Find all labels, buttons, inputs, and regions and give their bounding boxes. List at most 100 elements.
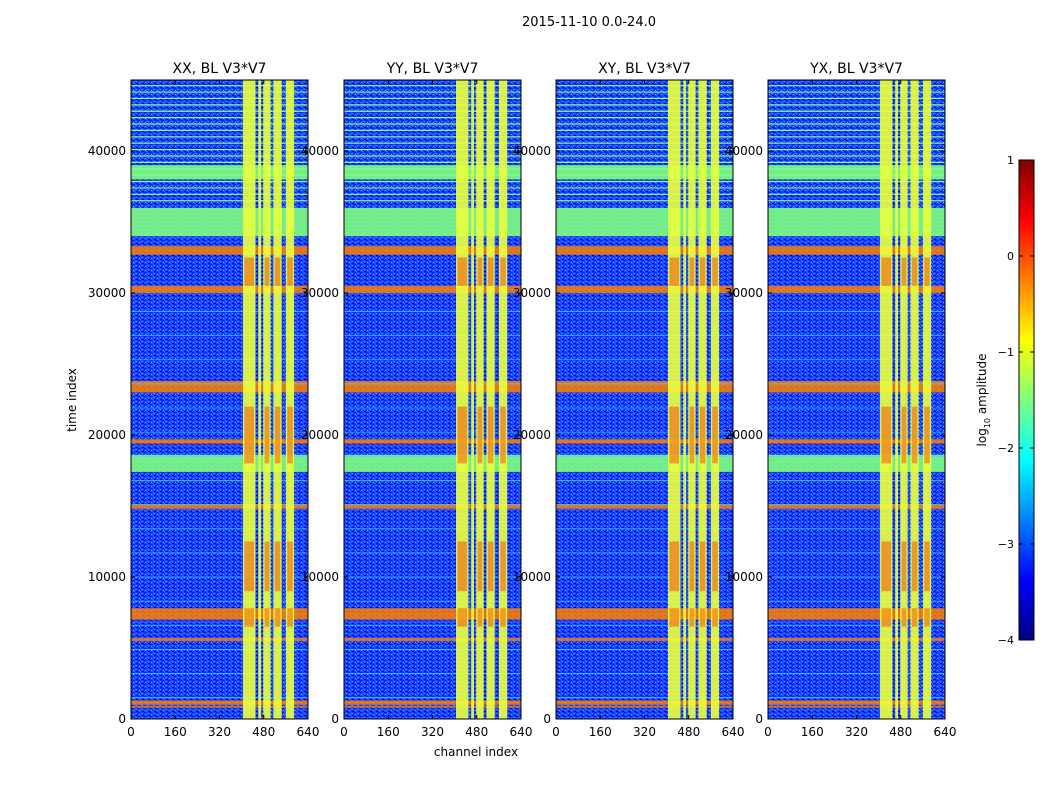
panel-title: XY, BL V3*V7 xyxy=(598,61,691,77)
flagged-time-band xyxy=(344,246,521,255)
hot-spot xyxy=(901,257,907,286)
flagged-time-band xyxy=(344,608,521,620)
x-tick-label: 320 xyxy=(633,725,656,739)
suptitle: 2015-11-10 0.0-24.0 xyxy=(522,15,656,30)
hot-spot xyxy=(487,406,494,464)
flagged-time-band xyxy=(556,439,733,444)
y-tick-label: 20000 xyxy=(301,428,339,442)
x-axis-label: channel index xyxy=(434,745,518,759)
x-tick-label: 0 xyxy=(127,725,135,739)
hot-spot xyxy=(274,406,281,464)
flagged-time-band xyxy=(556,285,733,293)
colorbar-tick-label: −2 xyxy=(998,442,1014,455)
bright-channel-band xyxy=(880,80,893,719)
x-tick-label: 640 xyxy=(722,725,745,739)
flagged-time-band xyxy=(556,638,733,641)
hot-spot xyxy=(669,541,680,592)
flagged-time-band xyxy=(768,608,945,620)
hot-spot xyxy=(477,608,483,627)
colorbar: 1 0 −1 −2 −3 −4 log10 amplitude xyxy=(975,154,1035,647)
hot-spot xyxy=(911,406,918,464)
bright-channel-band xyxy=(688,80,696,719)
hot-spot xyxy=(477,257,483,286)
hot-spot xyxy=(287,608,293,627)
flagged-time-band xyxy=(556,700,733,705)
panel-3: YX, BL V3*V7 0 160 320 480 640 0 10000 20000 3000… xyxy=(725,61,957,739)
hot-spot xyxy=(712,541,718,592)
x-tick-label: 0 xyxy=(340,725,348,739)
y-tick-label: 0 xyxy=(755,712,763,726)
bright-channel-band xyxy=(922,80,932,719)
panel-2: XY, BL V3*V7 0 160 320 480 640 0 10000 20000 3000… xyxy=(513,61,745,739)
flagged-time-band xyxy=(344,439,521,444)
x-tick-label: 480 xyxy=(252,725,275,739)
flagged-time-band xyxy=(344,504,521,509)
y-tick-label: 0 xyxy=(118,712,126,726)
y-tick-label: 30000 xyxy=(301,286,339,300)
colorbar-tick-label: −3 xyxy=(998,538,1014,551)
flagged-time-band xyxy=(768,246,945,255)
hot-spot xyxy=(264,541,270,592)
y-tick-label: 30000 xyxy=(88,286,126,300)
flagged-time-band xyxy=(131,381,308,393)
hot-spot xyxy=(477,406,483,464)
hot-spot xyxy=(500,608,506,627)
flagged-time-band xyxy=(344,285,521,293)
x-tick-label: 160 xyxy=(377,725,400,739)
hot-spot xyxy=(881,257,892,286)
bright-channel-band xyxy=(710,80,720,719)
flagged-time-band xyxy=(344,706,521,708)
flagged-time-band xyxy=(344,638,521,641)
hot-spot xyxy=(264,608,270,627)
hot-spot xyxy=(689,541,695,592)
bright-channel-band xyxy=(263,80,271,719)
bright-channel-band xyxy=(668,80,681,719)
bright-channel-band xyxy=(498,80,508,719)
hot-spot xyxy=(911,608,918,627)
hot-spot xyxy=(244,257,255,286)
hot-spot xyxy=(881,541,892,592)
bright-channel-band xyxy=(910,80,919,719)
hot-spot xyxy=(274,257,281,286)
hot-spot xyxy=(487,608,494,627)
y-tick-label: 20000 xyxy=(513,428,551,442)
y-tick-label: 30000 xyxy=(725,286,763,300)
y-tick-label: 20000 xyxy=(88,428,126,442)
x-tick-label: 0 xyxy=(764,725,772,739)
x-tick-label: 320 xyxy=(421,725,444,739)
x-tick-label: 320 xyxy=(845,725,868,739)
bright-channel-band xyxy=(285,80,295,719)
flagged-time-band xyxy=(768,439,945,444)
panel-title: XX, BL V3*V7 xyxy=(173,61,267,77)
flagged-time-band xyxy=(131,700,308,705)
colorbar-label: log10 amplitude xyxy=(975,354,992,447)
hot-spot xyxy=(274,608,281,627)
flagged-time-band xyxy=(556,246,733,255)
hot-spot xyxy=(924,608,930,627)
hot-spot xyxy=(881,608,892,627)
bright-channel-band xyxy=(900,80,908,719)
x-tick-label: 640 xyxy=(297,725,320,739)
hot-spot xyxy=(699,541,706,592)
y-tick-label: 10000 xyxy=(88,570,126,584)
colorbar-tick-label: −1 xyxy=(998,346,1014,359)
flagged-time-band xyxy=(131,706,308,708)
hot-spot xyxy=(244,406,255,464)
hot-spot xyxy=(500,406,506,464)
flagged-time-band xyxy=(556,608,733,620)
hot-spot xyxy=(901,406,907,464)
hot-spot xyxy=(244,541,255,592)
hot-spot xyxy=(287,257,293,286)
hot-spot xyxy=(689,608,695,627)
y-tick-label: 10000 xyxy=(513,570,551,584)
hot-spot xyxy=(911,541,918,592)
x-tick-label: 640 xyxy=(934,725,957,739)
y-tick-label: 0 xyxy=(543,712,551,726)
bright-channel-band xyxy=(456,80,469,719)
bright-channel-band xyxy=(258,80,261,719)
flagged-time-band xyxy=(556,504,733,509)
colorbar-ticks: 1 0 −1 −2 −3 −4 xyxy=(998,154,1034,647)
flagged-time-band xyxy=(131,504,308,509)
flagged-time-band xyxy=(131,638,308,641)
y-tick-label: 40000 xyxy=(513,144,551,158)
